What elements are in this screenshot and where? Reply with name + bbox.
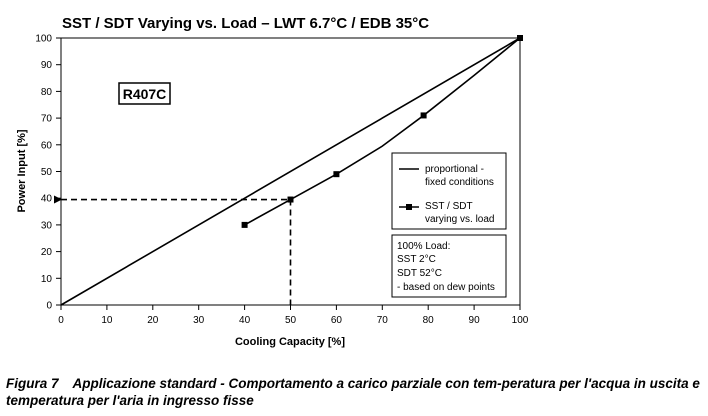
y-tick-label: 30 <box>41 220 53 231</box>
info-box: 100% Load: SST 2°C SDT 52°C - based on d… <box>391 234 507 298</box>
data-point-marker <box>287 196 294 203</box>
x-tick-label: 40 <box>239 315 251 326</box>
figure-caption: Figura 7 Applicazione standard - Comporta… <box>6 375 706 409</box>
x-tick-label: 0 <box>58 315 64 326</box>
x-tick-label: 20 <box>147 315 159 326</box>
x-tick-label: 30 <box>193 315 205 326</box>
x-tick-label: 100 <box>512 315 529 326</box>
x-tick-label: 70 <box>377 315 389 326</box>
annotations: R407C <box>118 82 171 105</box>
info-line-2: SST 2°C <box>397 254 436 265</box>
x-axis-label: Cooling Capacity [%] <box>235 336 345 348</box>
series-line-1 <box>60 37 521 306</box>
y-tick-label: 100 <box>35 34 52 45</box>
legend: proportional - fixed conditions SST / SD… <box>391 152 507 230</box>
reference-lines <box>54 195 292 305</box>
refrigerant-label: R407C <box>123 86 167 102</box>
data-point-marker <box>517 35 523 41</box>
y-tick-label: 70 <box>41 114 53 125</box>
chart-title: SST / SDT Varying vs. Load – LWT 6.7°C /… <box>62 15 429 32</box>
data-point-marker <box>420 112 427 119</box>
legend-label-sst-sdt-line1: SST / SDT <box>425 201 473 212</box>
x-tick-label: 90 <box>469 315 481 326</box>
x-tick-label: 60 <box>331 315 343 326</box>
y-axis-label: Power Input [%] <box>16 129 28 212</box>
y-tick-label: 60 <box>41 140 53 151</box>
legend-label-proportional-line2: fixed conditions <box>425 177 494 188</box>
figure-label: Figura 7 <box>6 376 59 391</box>
legend-box <box>391 152 507 230</box>
x-tick-label: 50 <box>285 315 297 326</box>
y-tick-label: 90 <box>41 60 53 71</box>
y-tick-label: 50 <box>41 167 53 178</box>
series <box>60 35 523 306</box>
y-tick-label: 10 <box>41 274 53 285</box>
data-point-marker <box>241 221 248 228</box>
data-point-marker <box>333 171 340 178</box>
y-tick-label: 40 <box>41 194 53 205</box>
legend-marker-sst-sdt <box>406 204 412 210</box>
info-line-1: 100% Load: <box>397 241 450 252</box>
info-line-3: SDT 52°C <box>397 268 442 279</box>
legend-label-proportional-line1: proportional - <box>425 164 484 175</box>
y-tick-label: 80 <box>41 87 53 98</box>
caption-text: Applicazione standard - Comportamento a … <box>6 376 700 408</box>
y-tick-label: 0 <box>46 301 52 312</box>
info-line-4: - based on dew points <box>397 282 495 293</box>
y-tick-label: 20 <box>41 247 53 258</box>
info-box-frame <box>391 234 507 298</box>
x-tick-label: 10 <box>101 315 113 326</box>
refrigerant-label-box <box>118 82 171 105</box>
legend-label-sst-sdt-line2: varying vs. load <box>425 214 494 225</box>
x-tick-label: 80 <box>423 315 435 326</box>
chart: SST / SDT Varying vs. Load – LWT 6.7°C /… <box>16 15 529 348</box>
